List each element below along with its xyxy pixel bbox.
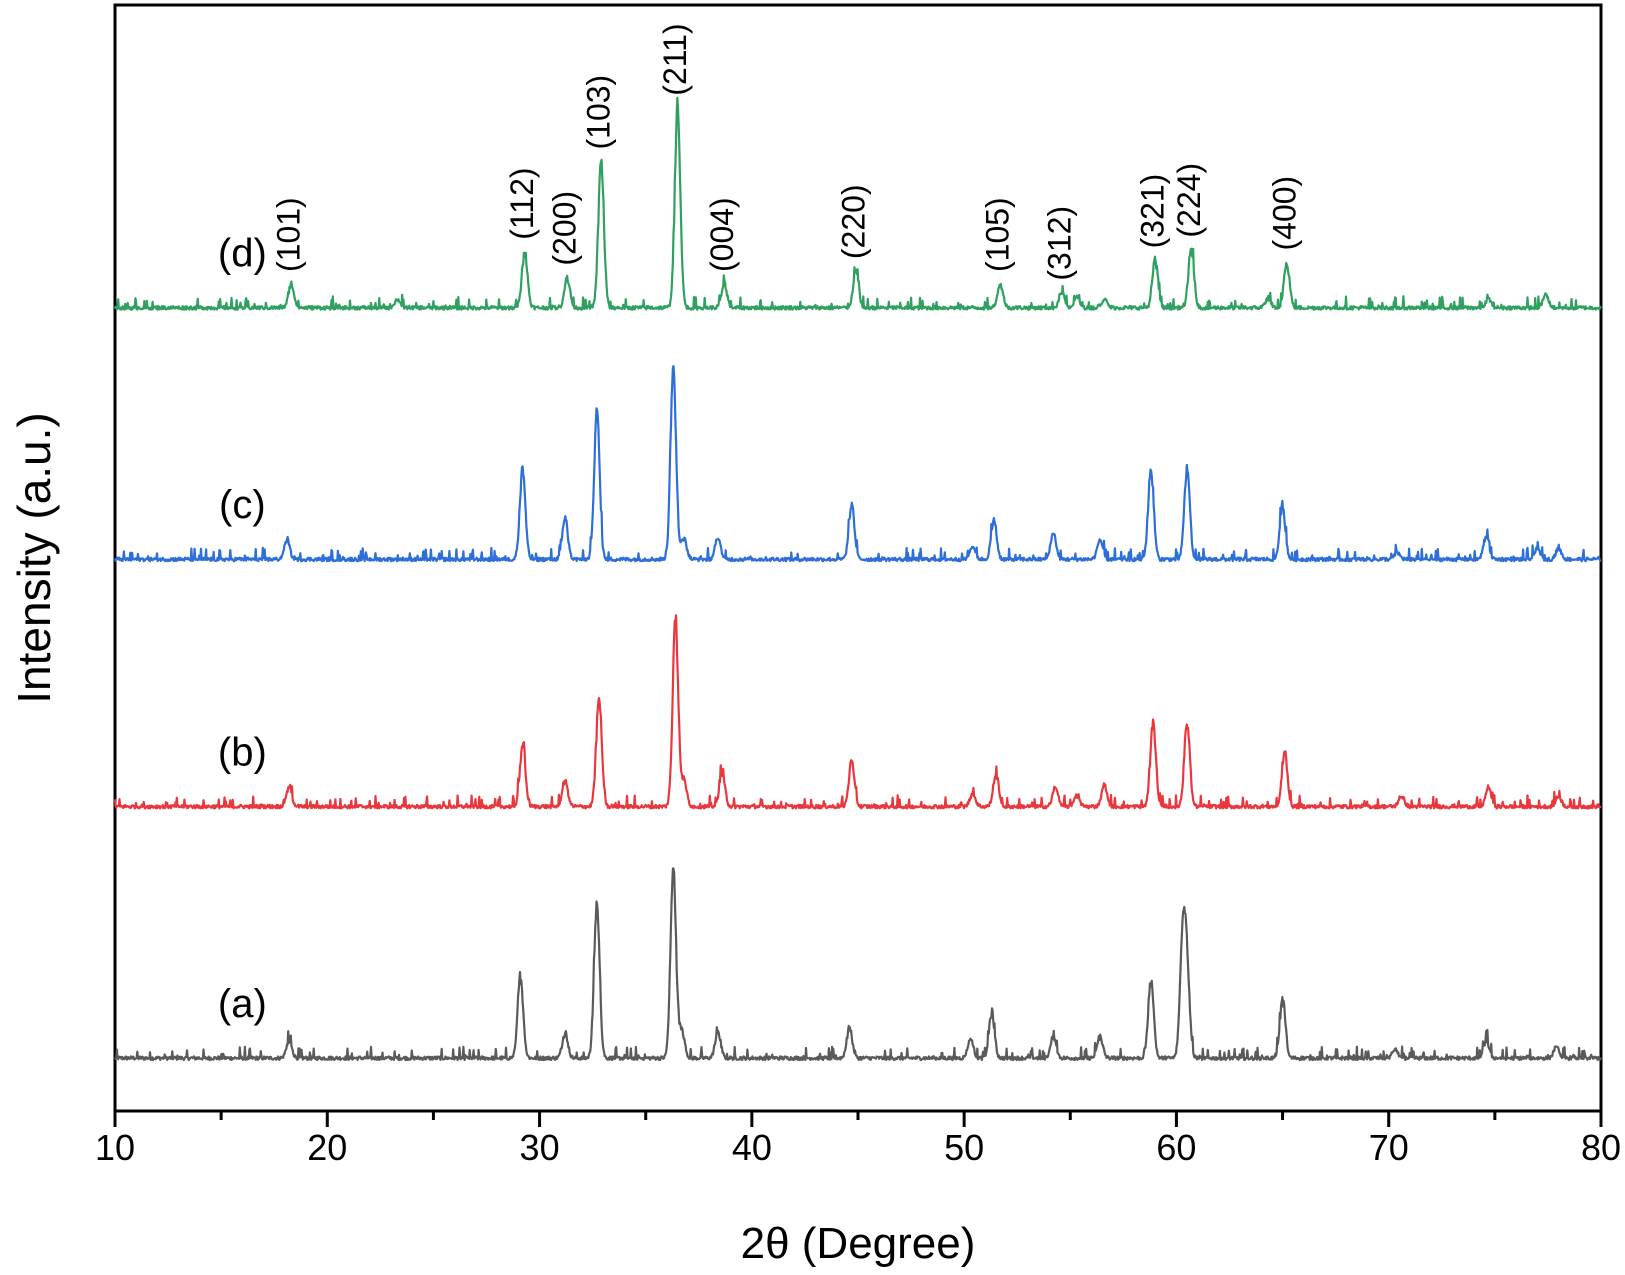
x-tick-label: 30 xyxy=(520,1127,560,1168)
x-axis-ticks: 10 20 30 40 50 60 70 80 xyxy=(95,1111,1621,1168)
peak-annotation: (312) xyxy=(1041,206,1077,281)
series-line-a xyxy=(114,867,1602,1062)
series-line-d xyxy=(113,96,1602,311)
peak-annotation: (400) xyxy=(1266,176,1302,251)
x-tick-label: 20 xyxy=(307,1127,347,1168)
peak-annotation: (004) xyxy=(704,197,740,272)
series-label-c: (c) xyxy=(219,483,266,527)
x-tick-label: 60 xyxy=(1156,1127,1196,1168)
peak-annotation: (220) xyxy=(835,184,871,259)
series-label-b: (b) xyxy=(218,730,267,774)
x-tick-label: 10 xyxy=(95,1127,135,1168)
peak-annotation: (105) xyxy=(980,197,1016,272)
x-axis-label: 2θ (Degree) xyxy=(741,1219,976,1268)
x-tick-label: 80 xyxy=(1581,1127,1621,1168)
peak-annotation: (224) xyxy=(1171,163,1207,238)
peak-annotation: (101) xyxy=(271,197,307,272)
peak-annotation: (211) xyxy=(657,23,693,95)
peak-annotation: (112) xyxy=(504,167,540,239)
x-tick-label: 70 xyxy=(1369,1127,1409,1168)
x-tick-label: 40 xyxy=(732,1127,772,1168)
x-tick-label: 50 xyxy=(944,1127,984,1168)
peak-annotation: (103) xyxy=(581,75,617,150)
series-layer xyxy=(113,96,1602,1062)
series-label-d: (d) xyxy=(218,232,267,276)
series-labels: (a) (b) (c) (d) xyxy=(218,232,267,1026)
peak-annotation: (200) xyxy=(547,191,583,266)
y-axis-label: Intensity (a.u.) xyxy=(8,412,60,703)
series-line-b xyxy=(113,614,1602,810)
series-line-c xyxy=(113,365,1602,563)
series-label-a: (a) xyxy=(218,982,267,1026)
peak-annotations: (101) (112) (200) (103) (211) (004) (220) (105)… xyxy=(271,23,1303,280)
peak-annotation: (321) xyxy=(1135,174,1171,249)
